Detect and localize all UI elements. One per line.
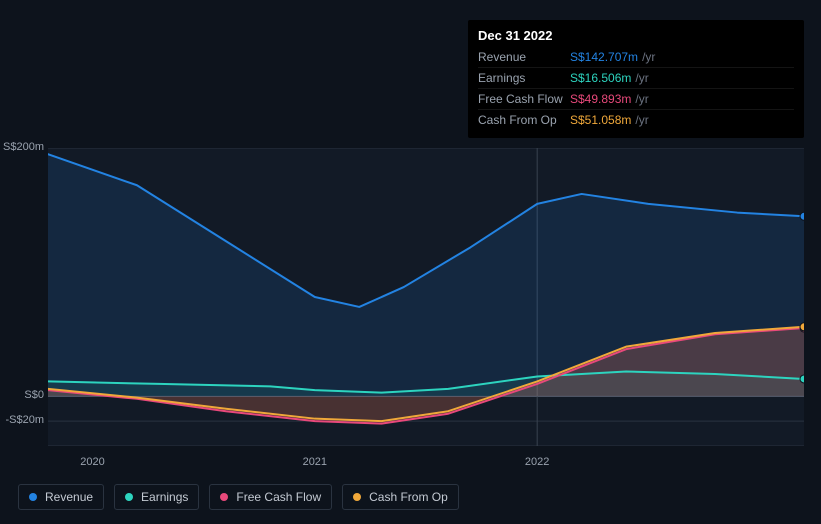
tooltip-value: S$142.707m: [570, 50, 638, 64]
legend-dot-icon: [125, 493, 133, 501]
tooltip-value: S$16.506m: [570, 71, 631, 85]
tooltip-unit: /yr: [635, 92, 648, 106]
tooltip-rows: RevenueS$142.707m/yrEarningsS$16.506m/yr…: [478, 47, 794, 130]
legend-label: Revenue: [45, 490, 93, 504]
legend-dot-icon: [29, 493, 37, 501]
legend-label: Cash From Op: [369, 490, 448, 504]
tooltip-label: Cash From Op: [478, 113, 570, 127]
chart-tooltip: Dec 31 2022 RevenueS$142.707m/yrEarnings…: [468, 20, 804, 138]
tooltip-row: Free Cash FlowS$49.893m/yr: [478, 88, 794, 109]
legend-dot-icon: [220, 493, 228, 501]
y-axis-label: S$0: [0, 389, 44, 401]
tooltip-row: RevenueS$142.707m/yr: [478, 47, 794, 67]
chart-svg: [48, 148, 804, 446]
tooltip-unit: /yr: [642, 50, 655, 64]
tooltip-title: Dec 31 2022: [478, 28, 794, 43]
tooltip-row: EarningsS$16.506m/yr: [478, 67, 794, 88]
y-axis-label: S$200m: [0, 141, 44, 153]
plot-area[interactable]: [48, 148, 804, 446]
legend-item-revenue[interactable]: Revenue: [18, 484, 104, 510]
legend-item-earnings[interactable]: Earnings: [114, 484, 199, 510]
x-axis-label: 2022: [525, 456, 549, 468]
legend-item-free-cash-flow[interactable]: Free Cash Flow: [209, 484, 332, 510]
tooltip-value: S$49.893m: [570, 92, 631, 106]
x-axis-label: 2021: [303, 456, 327, 468]
legend-dot-icon: [353, 493, 361, 501]
y-axis-label: -S$20m: [0, 414, 44, 426]
tooltip-label: Revenue: [478, 50, 570, 64]
legend-label: Free Cash Flow: [236, 490, 321, 504]
chart-legend: Revenue Earnings Free Cash Flow Cash From O…: [18, 484, 459, 510]
financials-chart: Past S$200mS$0-S$20m202020212022: [18, 126, 804, 446]
x-axis-label: 2020: [80, 456, 104, 468]
tooltip-unit: /yr: [635, 71, 648, 85]
tooltip-value: S$51.058m: [570, 113, 631, 127]
legend-label: Earnings: [141, 490, 188, 504]
tooltip-label: Earnings: [478, 71, 570, 85]
legend-item-cash-from-op[interactable]: Cash From Op: [342, 484, 459, 510]
tooltip-unit: /yr: [635, 113, 648, 127]
tooltip-label: Free Cash Flow: [478, 92, 570, 106]
